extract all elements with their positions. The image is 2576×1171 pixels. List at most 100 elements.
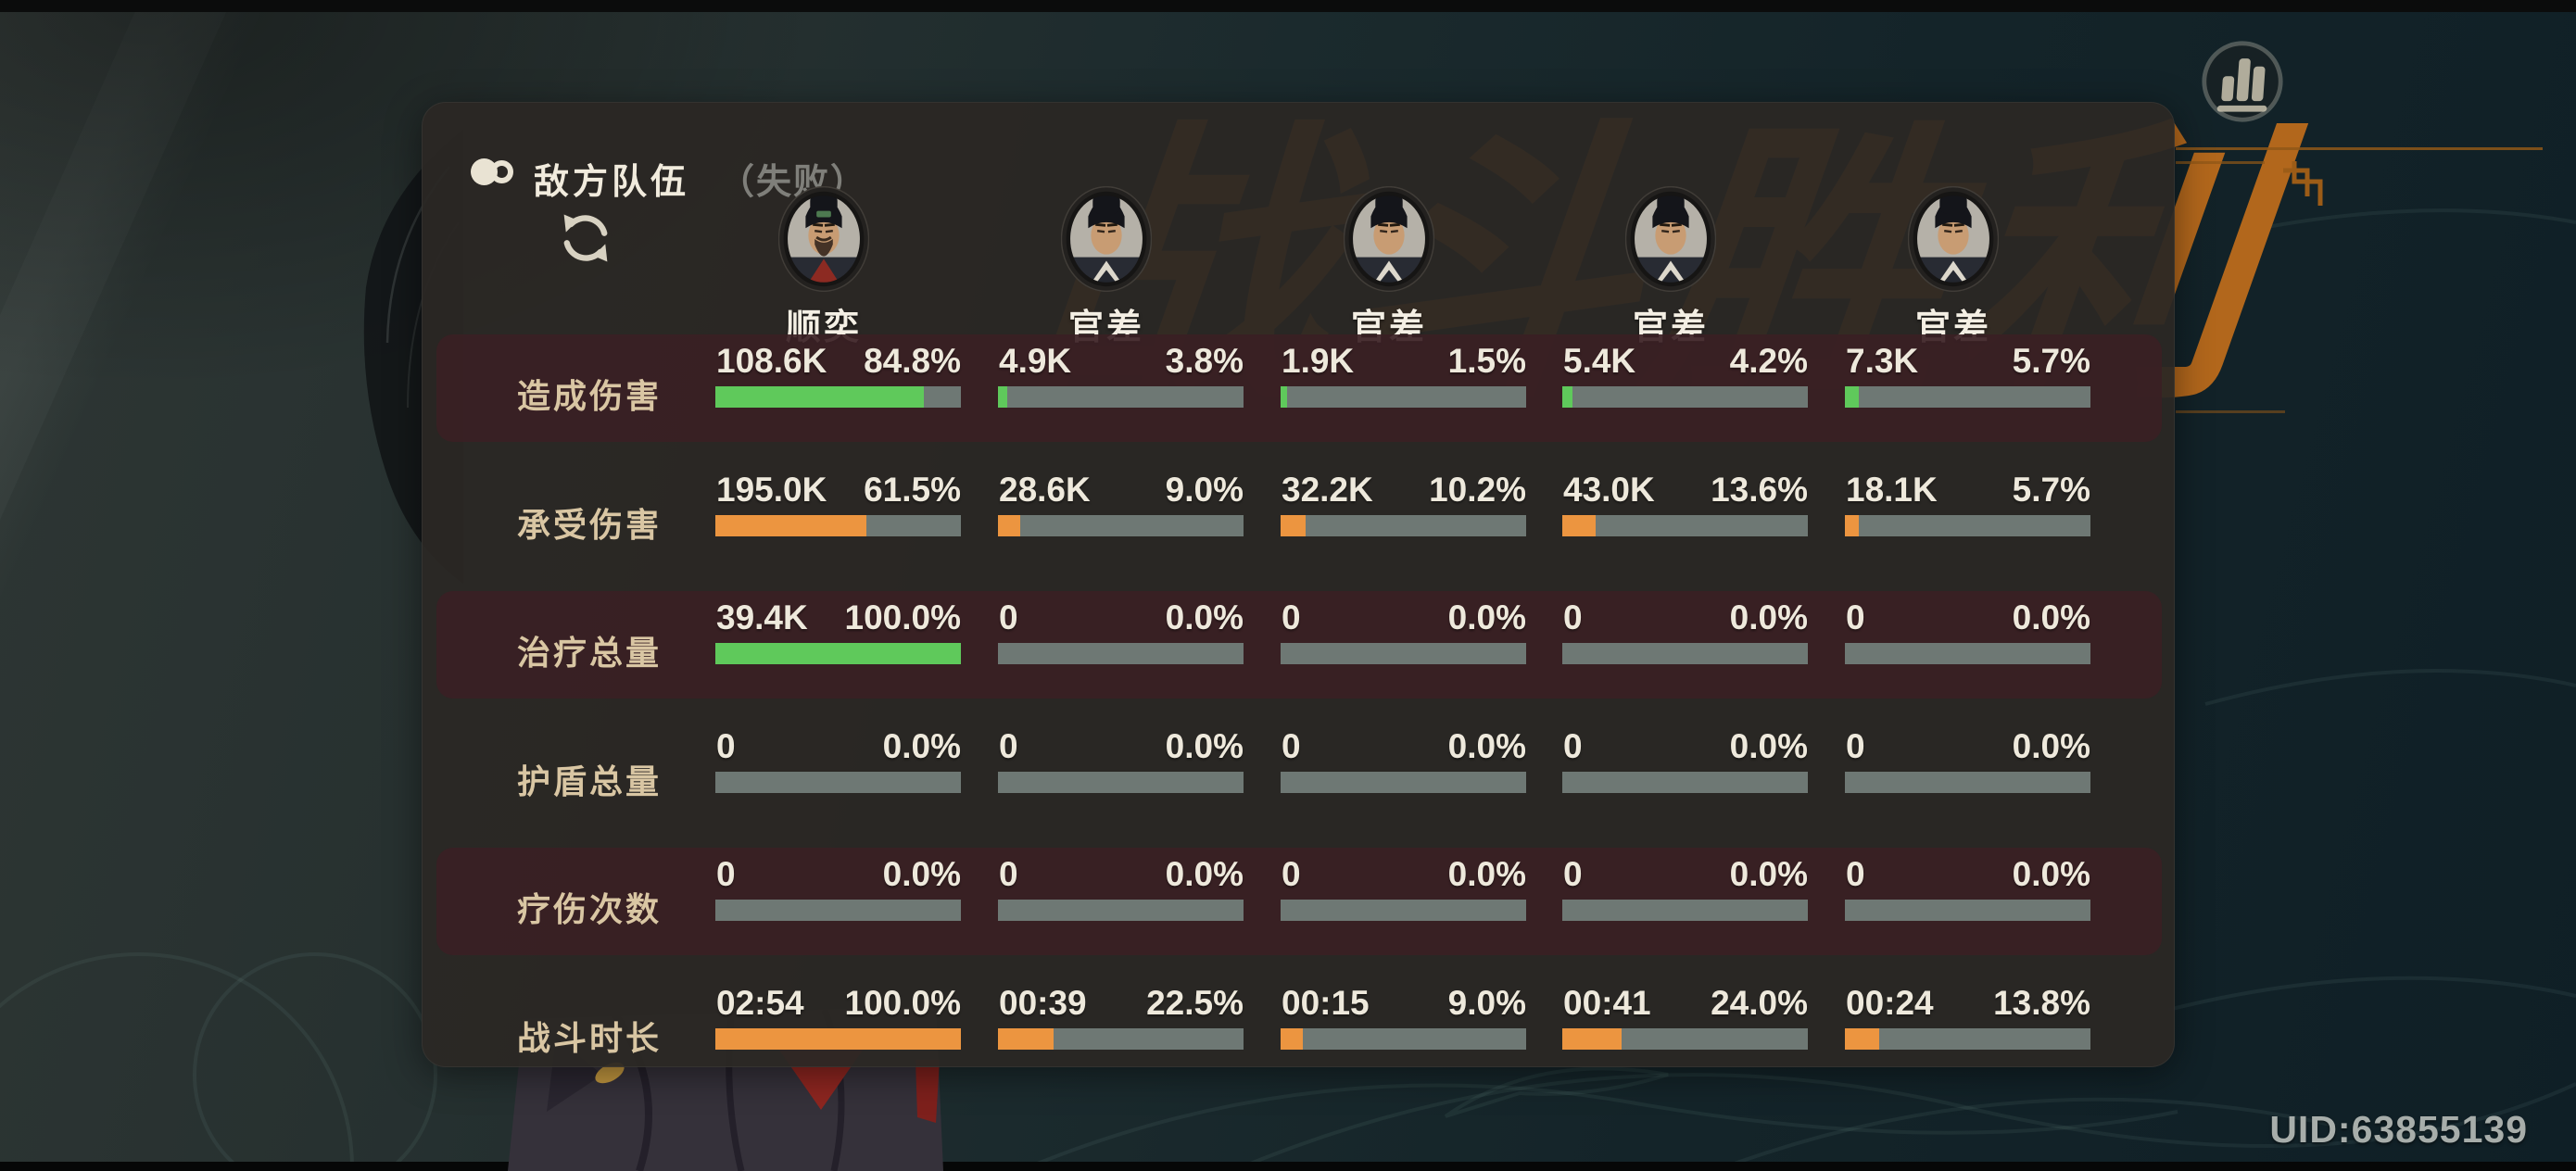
character-column-5[interactable]: 官差 <box>1861 185 2046 349</box>
stat-value: 00:15 <box>1282 984 1370 1022</box>
stat-bar-track <box>1845 515 2090 536</box>
stat-row-3: 治疗总量 39.4K 100.0% 0 0.0% 0 0.0% 0 0.0% 0 0.0% <box>436 591 2162 699</box>
stat-percent: 100.0% <box>844 598 962 636</box>
stat-cell: 18.1K 5.7% <box>1845 463 2090 571</box>
stat-bar-track <box>998 1028 1244 1050</box>
stat-percent: 0.0% <box>1447 727 1526 765</box>
character-column-1[interactable]: 顺奕 <box>731 185 916 349</box>
stat-row-label: 疗伤次数 <box>516 890 662 928</box>
stat-value: 0 <box>1846 855 1865 893</box>
stat-cell: 0 0.0% <box>1562 848 1808 955</box>
stat-value: 0 <box>1846 598 1865 636</box>
stat-percent: 9.0% <box>1165 471 1244 509</box>
banner-corner-ornament <box>2283 161 2323 206</box>
stat-bar-track <box>1562 386 1808 408</box>
stat-cell: 0 0.0% <box>715 848 961 955</box>
stat-percent: 5.7% <box>2012 471 2090 509</box>
stat-bar-fill <box>998 515 1020 536</box>
stat-value: 7.3K <box>1846 342 1919 380</box>
stat-value: 0 <box>1563 727 1583 765</box>
stat-bar-fill <box>715 386 924 408</box>
stat-cell: 0 0.0% <box>1845 591 2090 699</box>
stat-cell: 0 0.0% <box>998 848 1244 955</box>
stat-bar-track <box>1281 643 1526 664</box>
character-column-3[interactable]: 官差 <box>1296 185 1482 349</box>
stat-value: 0 <box>1282 727 1301 765</box>
portrait-frame <box>731 185 916 296</box>
stat-bar-track <box>715 643 961 664</box>
stat-cell: 0 0.0% <box>1845 720 2090 827</box>
bar-chart-icon[interactable] <box>2200 39 2285 124</box>
stat-row-5: 疗伤次数 0 0.0% 0 0.0% 0 0.0% 0 0.0% 0 0.0% <box>436 848 2162 955</box>
stat-bar-track <box>1281 900 1526 921</box>
stat-bar-track <box>998 772 1244 793</box>
stat-value: 1.9K <box>1282 342 1355 380</box>
stat-cell: 108.6K 84.8% <box>715 334 961 442</box>
stat-cell: 0 0.0% <box>1281 591 1526 699</box>
stat-value: 0 <box>716 855 736 893</box>
stat-percent: 84.8% <box>864 342 961 380</box>
stat-percent: 0.0% <box>1165 598 1244 636</box>
stat-bar-track <box>715 900 961 921</box>
stat-row-4: 护盾总量 0 0.0% 0 0.0% 0 0.0% 0 0.0% 0 0.0% <box>436 720 2162 827</box>
stat-bar-track <box>1562 1028 1808 1050</box>
stat-percent: 0.0% <box>882 855 961 893</box>
stat-cell: 39.4K 100.0% <box>715 591 961 699</box>
stat-percent: 0.0% <box>1729 598 1808 636</box>
stat-percent: 0.0% <box>1729 855 1808 893</box>
stat-bar-fill <box>715 1028 961 1050</box>
stat-percent: 0.0% <box>2012 598 2090 636</box>
stat-bar-fill <box>1845 515 1859 536</box>
stat-cell: 00:41 24.0% <box>1562 976 1808 1066</box>
stat-bar-fill <box>1562 1028 1622 1050</box>
character-column-2[interactable]: 官差 <box>1014 185 1199 349</box>
stat-cell: 195.0K 61.5% <box>715 463 961 571</box>
stat-cell: 00:39 22.5% <box>998 976 1244 1066</box>
letterbox-bar <box>0 1162 2576 1171</box>
banner-decor-line <box>2176 161 2265 164</box>
stat-percent: 0.0% <box>1729 727 1808 765</box>
stat-bar-track <box>1845 772 2090 793</box>
stat-percent: 13.8% <box>1993 984 2090 1022</box>
stat-bar-fill <box>998 386 1007 408</box>
stat-value: 0 <box>999 598 1018 636</box>
stat-bar-fill <box>1281 515 1306 536</box>
stat-bar-track <box>715 772 961 793</box>
stat-bar-fill <box>1845 1028 1879 1050</box>
stat-cell: 28.6K 9.0% <box>998 463 1244 571</box>
portrait-frame <box>1861 185 2046 296</box>
stat-bar-track <box>1562 515 1808 536</box>
stat-bar-fill <box>1845 386 1859 408</box>
stat-bar-track <box>1562 772 1808 793</box>
stat-cell: 0 0.0% <box>998 720 1244 827</box>
stat-row-label: 治疗总量 <box>516 634 662 672</box>
portrait-avatar <box>1624 185 1717 293</box>
stat-value: 0 <box>999 855 1018 893</box>
stat-bar-track <box>998 643 1244 664</box>
stat-percent: 4.2% <box>1729 342 1808 380</box>
stat-value: 0 <box>1563 855 1583 893</box>
stat-value: 108.6K <box>716 342 827 380</box>
enemy-team-stats-panel: 敌方队伍 （失败） 顺奕 官差 官差 官差 官差 造成伤害 108.6K 84.8% 4.9K… <box>422 102 2175 1067</box>
toggle-switch-icon[interactable] <box>471 158 519 186</box>
stat-value: 43.0K <box>1563 471 1655 509</box>
stat-value: 18.1K <box>1846 471 1938 509</box>
stat-cell: 32.2K 10.2% <box>1281 463 1526 571</box>
panel-header: 敌方队伍 （失败） <box>423 103 2174 202</box>
stat-value: 28.6K <box>999 471 1091 509</box>
stat-cell: 0 0.0% <box>1281 848 1526 955</box>
stat-row-label: 战斗时长 <box>516 1019 662 1057</box>
toggle-knob <box>471 158 498 185</box>
stat-cell: 0 0.0% <box>1562 720 1808 827</box>
stat-cell: 43.0K 13.6% <box>1562 463 1808 571</box>
stat-percent: 1.5% <box>1447 342 1526 380</box>
stat-percent: 0.0% <box>2012 727 2090 765</box>
refresh-icon[interactable] <box>554 207 617 270</box>
character-column-4[interactable]: 官差 <box>1578 185 1763 349</box>
stat-row-2: 承受伤害 195.0K 61.5% 28.6K 9.0% 32.2K 10.2% 43.0K 1… <box>436 463 2162 571</box>
stat-percent: 24.0% <box>1711 984 1808 1022</box>
stat-value: 00:39 <box>999 984 1087 1022</box>
stat-cell: 1.9K 1.5% <box>1281 334 1526 442</box>
stat-cell: 5.4K 4.2% <box>1562 334 1808 442</box>
